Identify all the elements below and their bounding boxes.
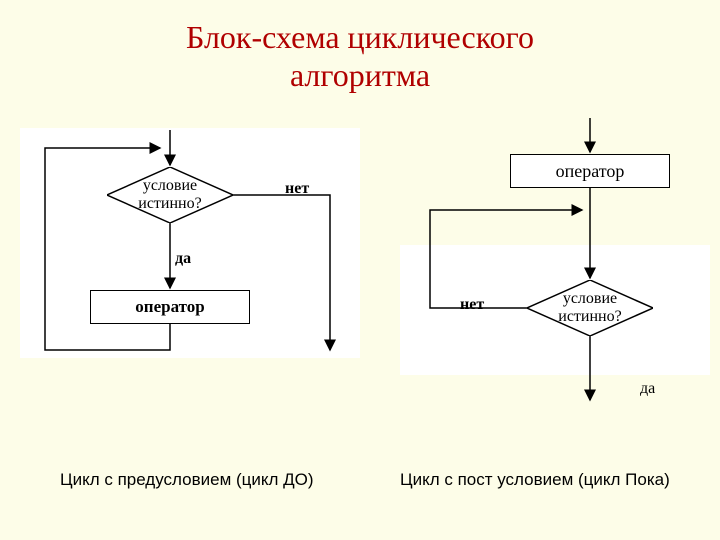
right-no-label: нет	[460, 296, 484, 314]
left-operator-text: оператор	[135, 297, 204, 317]
right-condition: условие истинно?	[527, 280, 653, 336]
right-operator-text: оператор	[556, 161, 625, 182]
left-yes-label: да	[175, 250, 191, 268]
page-title: Блок-схема циклического алгоритма	[0, 18, 720, 95]
right-condition-text: условие истинно?	[558, 290, 621, 327]
left-condition-text: условие истинно?	[138, 177, 201, 214]
left-caption: Цикл с предусловием (цикл ДО)	[60, 470, 314, 490]
right-caption: Цикл с пост условием (цикл Пока)	[400, 470, 670, 490]
left-operator: оператор	[90, 290, 250, 324]
right-yes-label: да	[640, 380, 655, 398]
left-no-label: нет	[285, 180, 309, 198]
title-line2: алгоритма	[290, 57, 430, 93]
title-line1: Блок-схема циклического	[186, 19, 534, 55]
right-operator: оператор	[510, 154, 670, 188]
left-condition: условие истинно?	[107, 167, 233, 223]
